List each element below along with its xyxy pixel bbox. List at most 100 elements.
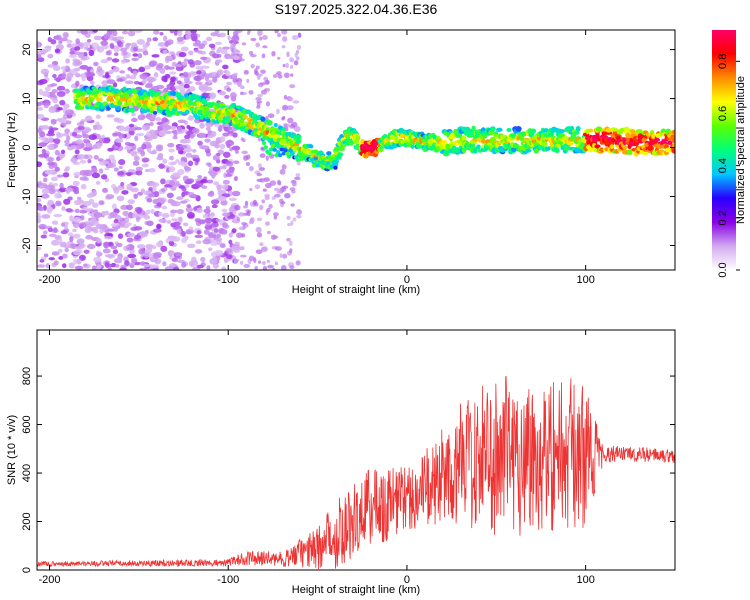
- spectrogram-noise-cell: [284, 192, 291, 199]
- spectrogram-noise-cell: [119, 267, 128, 270]
- spectrogram-noise-cell: [241, 42, 247, 46]
- spectrogram-noise-cell: [160, 188, 166, 193]
- spectrogram-noise-cell: [98, 200, 105, 206]
- spectrogram-noise-cell: [203, 208, 211, 214]
- spectrogram-noise-cell: [76, 30, 82, 34]
- spectrogram-noise-cell: [91, 202, 99, 208]
- spectrogram-noise-cell: [223, 123, 230, 127]
- spectrogram-noise-cell: [81, 76, 86, 82]
- spectrogram-noise-cell: [283, 94, 288, 100]
- spectrogram-noise-cell: [52, 65, 61, 71]
- spectrogram-noise-cell: [209, 92, 217, 99]
- spectrogram-noise-cell: [47, 53, 54, 59]
- spectrogram-noise-cell: [274, 30, 279, 34]
- spectrogram-noise-cell: [153, 30, 160, 35]
- spectrogram-noise-cell: [196, 230, 201, 235]
- spectrogram-noise-cell: [68, 262, 75, 269]
- spectrogram-noise-cell: [200, 56, 208, 60]
- spectrogram-noise-cell: [212, 154, 220, 161]
- spectrogram-ridge-cell: [295, 138, 301, 145]
- spectrogram-noise-cell: [126, 246, 134, 251]
- spectrogram-noise-cell: [96, 265, 101, 270]
- spectrogram-noise-cell: [56, 85, 66, 92]
- spectrogram-noise-cell: [41, 148, 46, 155]
- spectrogram-ridge-cell: [595, 126, 603, 132]
- spectrogram-noise-cell: [289, 248, 293, 254]
- spectrogram-noise-cell: [37, 113, 45, 120]
- spectrogram-ridge-cell: [281, 151, 286, 156]
- spectrogram-noise-cell: [183, 222, 189, 227]
- spectrogram-ridge-cell: [653, 137, 661, 142]
- spectrogram-noise-cell: [167, 142, 175, 148]
- spectrogram-ridge-cell: [611, 127, 619, 132]
- spectrogram-noise-cell: [262, 45, 268, 49]
- spectrogram-noise-cell: [73, 258, 78, 265]
- y-tick-label: 0: [21, 144, 33, 150]
- spectrogram-noise-cell: [110, 245, 118, 250]
- spectrogram-noise-cell: [171, 218, 179, 222]
- spectrogram-noise-cell: [93, 209, 98, 213]
- spectrogram-noise-cell: [206, 134, 214, 139]
- spectrogram-noise-cell: [162, 123, 168, 127]
- spectrogram-noise-cell: [156, 202, 162, 207]
- spectrogram-noise-cell: [229, 92, 237, 99]
- spectrogram-noise-cell: [50, 39, 57, 45]
- spectrogram-noise-cell: [236, 30, 243, 34]
- spectrogram-noise-cell: [196, 264, 204, 269]
- spectrogram-noise-cell: [166, 220, 172, 224]
- spectrogram-ridge-cell: [98, 96, 103, 102]
- spectrogram-noise-cell: [221, 208, 228, 213]
- spectrogram-noise-cell: [54, 48, 61, 54]
- spectrogram-noise-cell: [222, 229, 228, 235]
- spectrogram-noise-cell: [201, 185, 208, 189]
- spectrogram-noise-cell: [167, 198, 175, 204]
- spectrogram-noise-cell: [124, 260, 130, 267]
- spectrogram-noise-cell: [72, 180, 80, 187]
- spectrogram-ridge-cell: [441, 139, 448, 146]
- spectrogram-noise-cell: [133, 155, 140, 162]
- spectrogram-noise-cell: [192, 42, 200, 47]
- spectrogram-noise-cell: [290, 73, 294, 77]
- spectrogram-noise-cell: [47, 208, 52, 214]
- spectrogram-noise-cell: [289, 57, 295, 63]
- spectrogram-ridge-cell: [632, 141, 640, 146]
- spectrogram-ridge-cell: [540, 142, 548, 147]
- y-tick-label: -10: [21, 189, 33, 205]
- spectrogram-noise-cell: [107, 162, 117, 168]
- spectrogram-noise-cell: [200, 179, 208, 184]
- spectrogram-noise-cell: [144, 137, 153, 142]
- colorbar-tick-label: 0.6: [717, 106, 729, 121]
- spectrogram-noise-cell: [63, 198, 71, 205]
- spectrogram-noise-cell: [194, 218, 202, 223]
- spectrogram-noise-cell: [107, 266, 112, 270]
- spectrogram-noise-cell: [51, 251, 60, 256]
- spectrogram-noise-cell: [115, 36, 125, 40]
- spectrogram-ridge-cell: [647, 145, 654, 152]
- spectrogram-noise-cell: [58, 256, 64, 260]
- spectrogram-noise-cell: [205, 36, 213, 42]
- spectrogram-noise-cell: [47, 136, 54, 142]
- spectrogram-noise-cell: [114, 138, 124, 144]
- spectrogram-noise-cell: [101, 174, 108, 180]
- spectrogram-noise-cell: [138, 248, 146, 255]
- spectrogram-ridge-cell: [114, 106, 122, 111]
- spectrogram-noise-cell: [204, 138, 211, 143]
- spectrogram-noise-cell: [200, 256, 206, 263]
- spectrogram-noise-cell: [72, 228, 77, 233]
- spectrogram-noise-cell: [158, 211, 163, 217]
- spectrogram-noise-cell: [234, 175, 239, 181]
- spectrogram-noise-cell: [151, 54, 160, 58]
- spectrogram-noise-cell: [116, 78, 124, 82]
- spectrogram-noise-cell: [193, 60, 202, 66]
- spectrogram-noise-cell: [223, 172, 228, 179]
- x-tick-label: -200: [38, 274, 60, 286]
- spectrogram-noise-cell: [240, 254, 247, 258]
- spectrogram-noise-cell: [155, 241, 164, 248]
- spectrogram-ridge-cell: [554, 148, 560, 153]
- spectrogram-noise-cell: [291, 189, 296, 194]
- spectrogram-noise-cell: [168, 51, 175, 56]
- spectrogram-noise-cell: [161, 118, 169, 123]
- spectrogram-noise-cell: [124, 80, 134, 85]
- spectrogram-noise-cell: [274, 261, 278, 266]
